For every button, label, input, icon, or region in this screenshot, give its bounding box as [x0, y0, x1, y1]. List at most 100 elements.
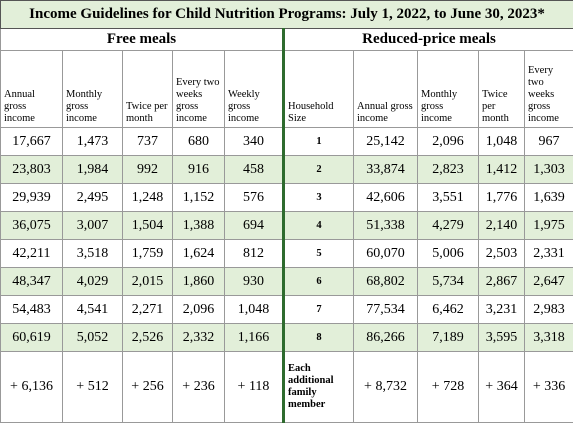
income-cell: 576: [224, 183, 285, 212]
income-cell: 4,029: [62, 267, 123, 296]
income-cell: 1,860: [172, 267, 225, 296]
income-cell: 737: [122, 127, 173, 156]
household-size: 4: [283, 211, 354, 240]
income-cell: 340: [224, 127, 285, 156]
household-size: 2: [283, 155, 354, 184]
income-cell: 2,332: [172, 323, 225, 352]
income-cell: 2,823: [417, 155, 479, 184]
income-cell: 1,473: [62, 127, 123, 156]
income-cell: 4,541: [62, 295, 123, 324]
income-cell: 2,503: [478, 239, 525, 268]
income-cell: 2,015: [122, 267, 173, 296]
income-cell: 680: [172, 127, 225, 156]
income-cell: 916: [172, 155, 225, 184]
column-header: Annual gross income: [353, 50, 418, 128]
column-header: Household Size: [283, 50, 354, 128]
income-cell: 2,495: [62, 183, 123, 212]
income-cell: 930: [224, 267, 285, 296]
income-cell: + 512: [62, 351, 123, 423]
household-size: 6: [283, 267, 354, 296]
income-cell: + 236: [172, 351, 225, 423]
income-cell: 1,048: [478, 127, 525, 156]
income-cell: 29,939: [0, 183, 63, 212]
income-cell: + 256: [122, 351, 173, 423]
income-cell: 3,518: [62, 239, 123, 268]
income-cell: 36,075: [0, 211, 63, 240]
income-cell: 86,266: [353, 323, 418, 352]
income-cell: 3,007: [62, 211, 123, 240]
household-size: 3: [283, 183, 354, 212]
income-cell: 68,802: [353, 267, 418, 296]
income-cell: 2,867: [478, 267, 525, 296]
income-cell: 967: [523, 127, 573, 156]
income-cell: 17,667: [0, 127, 63, 156]
income-cell: 1,624: [172, 239, 225, 268]
income-cell: 33,874: [353, 155, 418, 184]
income-cell: 1,975: [523, 211, 573, 240]
income-cell: 23,803: [0, 155, 63, 184]
income-cell: 992: [122, 155, 173, 184]
income-cell: 1,248: [122, 183, 173, 212]
table-title: Income Guidelines for Child Nutrition Pr…: [0, 0, 573, 29]
income-cell: 48,347: [0, 267, 63, 296]
column-header: Twice per month: [478, 50, 525, 128]
income-cell: 25,142: [353, 127, 418, 156]
column-header: Every two weeks gross income: [172, 50, 225, 128]
income-cell: 42,211: [0, 239, 63, 268]
household-size: Each additional family member: [283, 351, 354, 423]
household-size: 7: [283, 295, 354, 324]
income-cell: + 118: [224, 351, 285, 423]
income-cell: 1,388: [172, 211, 225, 240]
column-header: Twice per month: [122, 50, 173, 128]
income-cell: + 728: [417, 351, 479, 423]
data-row: 42,211 3,518 1,759 1,624 812 5 60,070 5,006 2,50…: [0, 239, 573, 268]
group-header: Free meals: [0, 28, 285, 51]
data-row: + 6,136 + 512 + 256 + 236 + 118 Each addition…: [0, 351, 573, 423]
income-cell: 1,303: [523, 155, 573, 184]
income-cell: 4,279: [417, 211, 479, 240]
income-cell: 3,231: [478, 295, 525, 324]
title-row: Income Guidelines for Child Nutrition Pr…: [0, 0, 573, 29]
income-cell: 6,462: [417, 295, 479, 324]
income-cell: 5,006: [417, 239, 479, 268]
income-cell: 1,048: [224, 295, 285, 324]
income-cell: 2,331: [523, 239, 573, 268]
income-cell: 42,606: [353, 183, 418, 212]
group-row: Free meals Reduced-price meals: [0, 28, 573, 51]
income-cell: 1,152: [172, 183, 225, 212]
data-row: 60,619 5,052 2,526 2,332 1,166 8 86,266 7,189 3,…: [0, 323, 573, 352]
income-cell: 458: [224, 155, 285, 184]
column-header: Monthly gross income: [417, 50, 479, 128]
column-header: Every two weeks gross income: [523, 50, 573, 128]
income-cell: 7,189: [417, 323, 479, 352]
income-cell: 812: [224, 239, 285, 268]
group-header: Reduced-price meals: [282, 28, 573, 51]
income-cell: 5,052: [62, 323, 123, 352]
income-cell: 1,639: [523, 183, 573, 212]
data-row: 54,483 4,541 2,271 2,096 1,048 7 77,534 6,462 3,…: [0, 295, 573, 324]
income-cell: 60,619: [0, 323, 63, 352]
household-size: 5: [283, 239, 354, 268]
income-cell: 1,776: [478, 183, 525, 212]
income-cell: 51,338: [353, 211, 418, 240]
income-cell: 3,551: [417, 183, 479, 212]
household-size: 1: [283, 127, 354, 156]
income-cell: 3,595: [478, 323, 525, 352]
income-cell: 2,526: [122, 323, 173, 352]
income-cell: 60,070: [353, 239, 418, 268]
income-cell: 1,984: [62, 155, 123, 184]
income-cell: 2,271: [122, 295, 173, 324]
column-header: Annual gross income: [0, 50, 63, 128]
income-cell: 2,096: [417, 127, 479, 156]
column-header: Monthly gross income: [62, 50, 123, 128]
income-cell: 2,140: [478, 211, 525, 240]
income-cell: 1,504: [122, 211, 173, 240]
income-cell: 54,483: [0, 295, 63, 324]
data-row: 17,667 1,473 737 680 340 1 25,142 2,096 1,048 967: [0, 127, 573, 156]
income-cell: 3,318: [523, 323, 573, 352]
income-cell: + 8,732: [353, 351, 418, 423]
income-cell: 1,759: [122, 239, 173, 268]
data-row: 29,939 2,495 1,248 1,152 576 3 42,606 3,551 1,77…: [0, 183, 573, 212]
column-header: Weekly gross income: [224, 50, 285, 128]
